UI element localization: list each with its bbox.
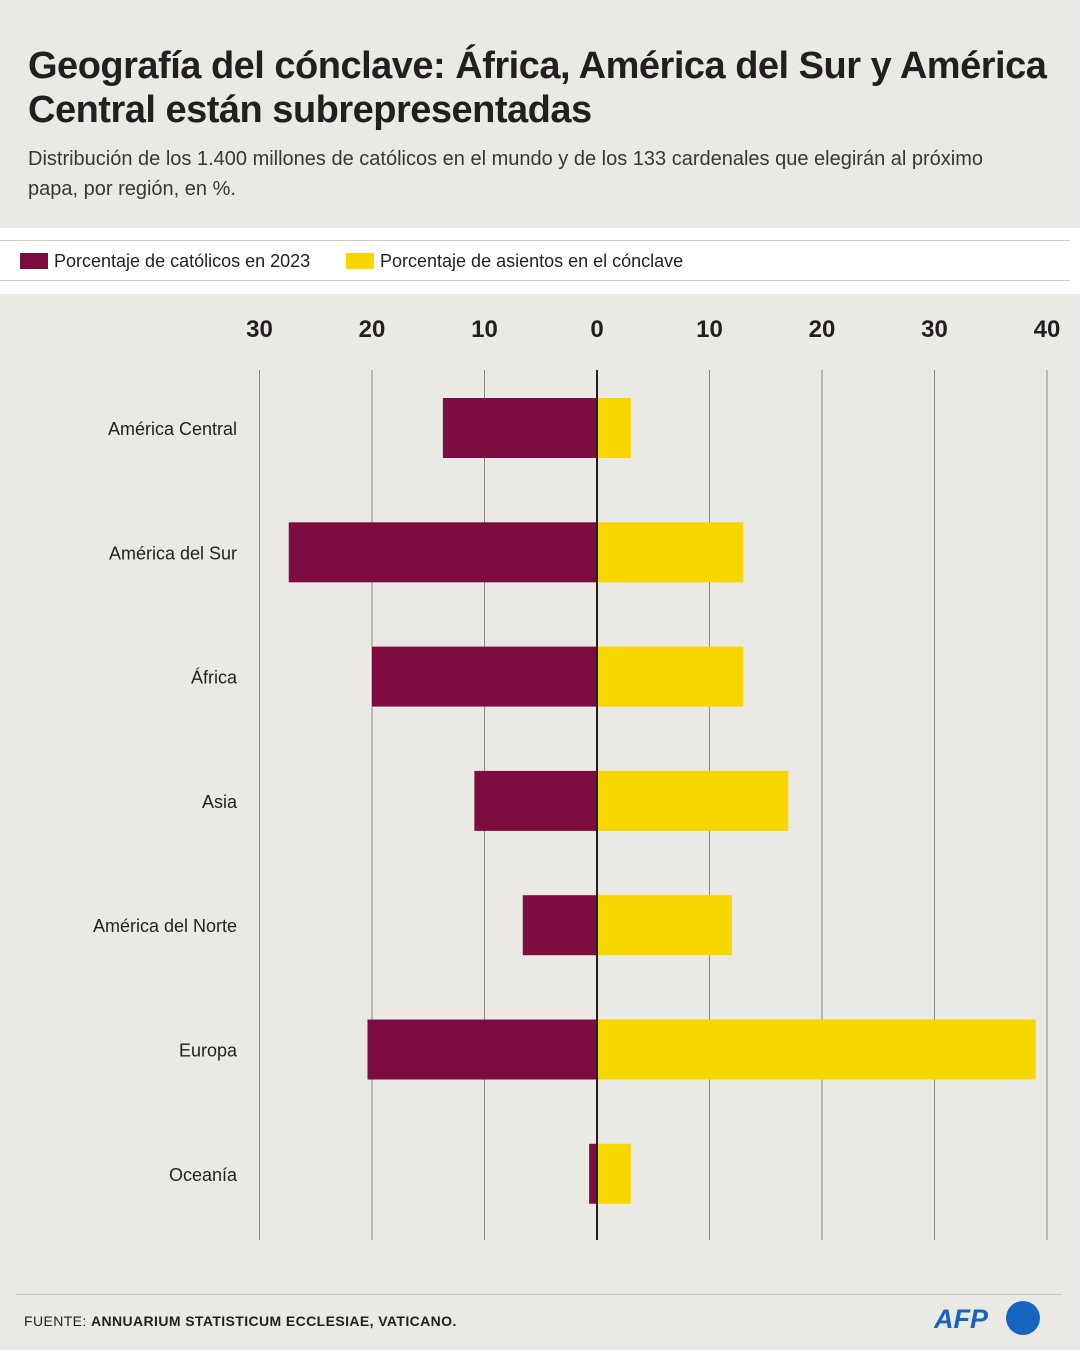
afp-logo-circle (1006, 1301, 1040, 1335)
afp-logo: AFP (934, 1301, 1040, 1335)
x-tick-label: 10 (471, 316, 498, 343)
source-text: ANNUARIUM STATISTICUM ECCLESIAE, VATICAN… (90, 1313, 457, 1329)
bar-conclave (597, 398, 631, 458)
bar-catholics (367, 1019, 597, 1080)
x-tick-label: 20 (359, 316, 386, 343)
page-subtitle: Distribución de los 1.400 millones de ca… (28, 148, 983, 200)
category-label: Asia (202, 792, 238, 812)
category-label: América del Sur (109, 543, 237, 563)
bar-catholics (474, 770, 597, 831)
legend-top-divider (0, 240, 1070, 241)
legend-item-conclave: Porcentaje de asientos en el cónclave (346, 249, 683, 273)
bar-catholics (589, 1143, 597, 1204)
x-tick-label: 40 (1034, 316, 1061, 343)
legend-bottom-divider (0, 280, 1070, 281)
x-tick-label: 20 (809, 316, 836, 343)
x-tick-label: 30 (921, 316, 948, 343)
source-prefix: FUENTE: (24, 1313, 91, 1329)
afp-logo-text: AFP (934, 1304, 989, 1334)
bar-catholics (522, 895, 597, 956)
legend-label-conclave: Porcentaje de asientos en el cónclave (380, 250, 684, 271)
category-label: África (191, 668, 238, 688)
bar-conclave (597, 522, 744, 583)
x-tick-label: 0 (590, 316, 603, 343)
bar-conclave (597, 895, 732, 956)
bar-conclave (597, 770, 789, 831)
footer-divider (16, 1294, 1062, 1295)
legend-item-catholics: Porcentaje de católicos en 2023 (20, 249, 310, 273)
bar-conclave (597, 1143, 631, 1204)
bar-catholics (442, 398, 597, 458)
header: Geografía del cónclave: África, América … (0, 0, 1080, 228)
chart-plot: 30 20 10 0 10 20 30 40 América Central América de… (93, 316, 1061, 1240)
page-title: Geografía del cónclave: África, América … (28, 45, 1047, 131)
legend-label-catholics: Porcentaje de católicos en 2023 (54, 250, 311, 271)
bar-conclave (597, 1019, 1036, 1080)
category-label: Europa (179, 1041, 238, 1061)
legend-swatch-catholics (20, 253, 48, 269)
bar-catholics (288, 522, 597, 583)
bar-conclave (597, 646, 744, 707)
category-label: América del Norte (93, 916, 237, 936)
bar-catholics (372, 646, 597, 707)
category-label: América Central (108, 419, 237, 439)
x-tick-label: 30 (246, 316, 273, 343)
x-tick-label: 10 (696, 316, 723, 343)
category-label: Oceanía (169, 1165, 238, 1185)
source-note: FUENTE: ANNUARIUM STATISTICUM ECCLESIAE,… (24, 1313, 457, 1329)
legend: Porcentaje de católicos en 2023 Porcenta… (0, 228, 1080, 294)
legend-swatch-conclave (346, 253, 374, 269)
